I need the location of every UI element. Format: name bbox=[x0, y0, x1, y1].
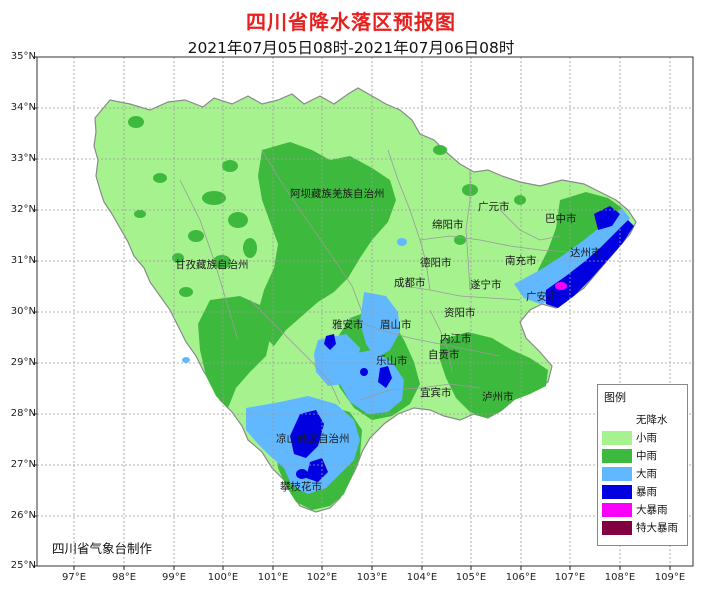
lat-label: 34°N bbox=[10, 102, 36, 113]
torrential-rain-areas bbox=[555, 282, 567, 290]
lon-label: 97°E bbox=[61, 572, 87, 583]
lat-label: 35°N bbox=[10, 51, 36, 62]
map-border bbox=[36, 56, 694, 567]
city-label-guangan: 广安市 bbox=[526, 290, 558, 303]
legend-swatch bbox=[602, 413, 632, 427]
legend-item: 大暴雨 bbox=[602, 503, 686, 517]
city-label-nanchong: 南充市 bbox=[505, 254, 537, 267]
city-label-leshan: 乐山市 bbox=[376, 354, 408, 367]
city-label-bazhong: 巴中市 bbox=[545, 212, 577, 225]
lon-label: 104°E bbox=[406, 572, 438, 583]
lon-label: 98°E bbox=[111, 572, 137, 583]
city-label-ziyang: 资阳市 bbox=[444, 306, 476, 319]
legend-label: 暴雨 bbox=[636, 486, 657, 498]
city-label-deyang: 德阳市 bbox=[420, 256, 452, 269]
lon-label: 101°E bbox=[257, 572, 289, 583]
legend-label: 无降水 bbox=[636, 414, 668, 426]
legend-item: 大雨 bbox=[602, 467, 686, 481]
lat-label: 26°N bbox=[10, 510, 36, 521]
city-label-meishan: 眉山市 bbox=[380, 318, 412, 331]
region-label-aba: 阿坝藏族羌族自治州 bbox=[290, 187, 385, 200]
gridlines bbox=[37, 57, 693, 566]
legend-swatch bbox=[602, 449, 632, 463]
legend-item: 特大暴雨 bbox=[602, 521, 686, 535]
lon-label: 99°E bbox=[161, 572, 187, 583]
city-label-mianyang: 绵阳市 bbox=[432, 218, 464, 231]
legend-label: 大暴雨 bbox=[636, 504, 668, 516]
lat-label: 32°N bbox=[10, 204, 36, 215]
lat-label: 29°N bbox=[10, 357, 36, 368]
legend-item: 小雨 bbox=[602, 431, 686, 445]
lon-label: 108°E bbox=[604, 572, 636, 583]
city-label-luzhou: 泸州市 bbox=[482, 390, 514, 403]
legend-swatch bbox=[602, 467, 632, 481]
lon-label: 106°E bbox=[505, 572, 537, 583]
city-label-neijiang: 内江市 bbox=[440, 332, 472, 345]
legend-item: 暴雨 bbox=[602, 485, 686, 499]
legend-label: 小雨 bbox=[636, 432, 657, 444]
lat-label: 28°N bbox=[10, 408, 36, 419]
city-label-chengdu: 成都市 bbox=[394, 276, 426, 289]
legend: 图例 无降水 小雨 中雨 大雨 暴雨 大暴雨 特大暴雨 bbox=[597, 384, 688, 546]
city-label-yibin: 宜宾市 bbox=[420, 386, 452, 399]
legend-title: 图例 bbox=[604, 391, 626, 404]
lon-label: 105°E bbox=[455, 572, 487, 583]
map-title: 四川省降水落区预报图 bbox=[246, 10, 456, 34]
lat-label: 33°N bbox=[10, 153, 36, 164]
city-label-dazhou: 达州市 bbox=[570, 246, 602, 259]
region-label-ganzi: 甘孜藏族自治州 bbox=[175, 258, 249, 271]
city-label-suining: 遂宁市 bbox=[470, 278, 502, 291]
legend-swatch bbox=[602, 503, 632, 517]
legend-swatch bbox=[602, 431, 632, 445]
legend-label: 中雨 bbox=[636, 450, 657, 462]
legend-label: 大雨 bbox=[636, 468, 657, 480]
city-label-guangyuan: 广元市 bbox=[478, 200, 510, 213]
city-label-zigong: 自贡市 bbox=[428, 348, 460, 361]
lon-label: 100°E bbox=[207, 572, 239, 583]
lat-label: 25°N bbox=[10, 560, 36, 571]
lat-label: 31°N bbox=[10, 255, 36, 266]
lat-label: 30°N bbox=[10, 306, 36, 317]
legend-item: 无降水 bbox=[602, 413, 686, 427]
lon-label: 102°E bbox=[306, 572, 338, 583]
city-label-panzhihua: 攀枝花市 bbox=[280, 480, 322, 493]
city-label-yaan: 雅安市 bbox=[332, 318, 364, 331]
legend-swatch bbox=[602, 485, 632, 499]
lat-label: 27°N bbox=[10, 459, 36, 470]
legend-swatch bbox=[602, 521, 632, 535]
lon-label: 109°E bbox=[654, 572, 686, 583]
rainstorm-areas bbox=[290, 206, 634, 482]
admin-boundaries bbox=[179, 149, 571, 405]
map-subtitle: 2021年07月05日08时-2021年07月06日08时 bbox=[187, 39, 515, 57]
lon-label: 107°E bbox=[554, 572, 586, 583]
credit-text: 四川省气象台制作 bbox=[52, 541, 153, 556]
lon-label: 103°E bbox=[356, 572, 388, 583]
region-label-liangshan: 凉山彝族自治州 bbox=[276, 432, 350, 445]
axis-ticks bbox=[33, 56, 671, 570]
legend-label: 特大暴雨 bbox=[636, 522, 678, 534]
legend-item: 中雨 bbox=[602, 449, 686, 463]
